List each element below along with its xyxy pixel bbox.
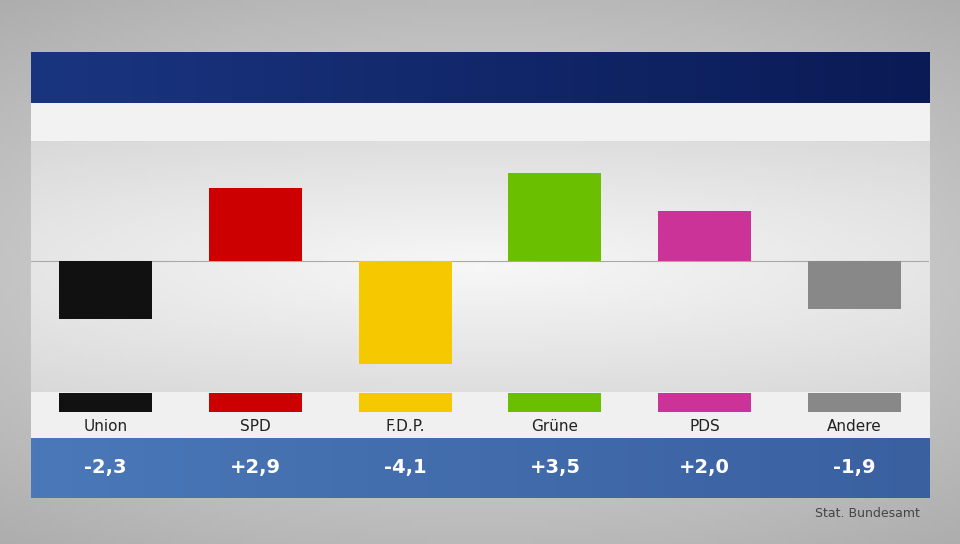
Text: +2,0: +2,0: [680, 459, 730, 477]
Text: -4,1: -4,1: [384, 459, 426, 477]
Bar: [209, 393, 301, 412]
Text: Andere: Andere: [827, 419, 882, 434]
Text: Union: Union: [84, 419, 128, 434]
Text: -1,9: -1,9: [833, 459, 876, 477]
Text: -2,3: -2,3: [84, 459, 127, 477]
Bar: [359, 261, 451, 364]
Bar: [60, 393, 152, 412]
Bar: [808, 261, 900, 309]
Text: SPD: SPD: [240, 419, 271, 434]
Text: +3,5: +3,5: [529, 459, 581, 477]
Bar: [359, 393, 451, 412]
Text: Gewinne und Verluste: Gewinne und Verluste: [53, 113, 252, 131]
Bar: [659, 393, 751, 412]
Bar: [808, 393, 900, 412]
Text: F.D.P.: F.D.P.: [385, 419, 425, 434]
Bar: [209, 188, 301, 261]
Bar: [60, 261, 152, 319]
Text: Grüne: Grüne: [532, 419, 578, 434]
Bar: [509, 393, 601, 412]
Text: PDS: PDS: [689, 419, 720, 434]
Bar: [509, 173, 601, 261]
Text: Stat. Bundesamt: Stat. Bundesamt: [815, 506, 920, 520]
Text: +2,9: +2,9: [229, 459, 281, 477]
Text: BUNDESTAGSWAHL 1994: BUNDESTAGSWAHL 1994: [53, 65, 384, 90]
Bar: [659, 211, 751, 261]
